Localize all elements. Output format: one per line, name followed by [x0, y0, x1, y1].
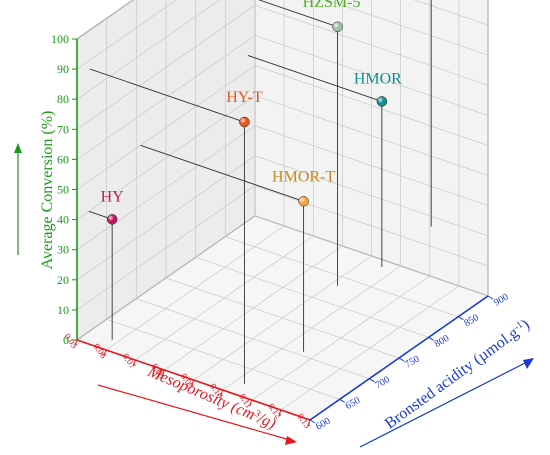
y-tick: [309, 419, 316, 424]
data-points: [106, 21, 388, 225]
back-walls: [76, 0, 489, 421]
z-axis-title: Average Conversion (%): [39, 111, 56, 270]
x-axis-arrow: [97, 384, 297, 445]
y-tick: [398, 357, 405, 362]
x-tick: [132, 359, 136, 367]
z-tick-label: 20: [57, 273, 69, 287]
y-tick-label: 800: [433, 333, 451, 350]
z-tick-label: 30: [57, 243, 69, 257]
y-tick: [369, 378, 375, 383]
leader-line: [140, 144, 304, 202]
point-label: HY: [101, 188, 125, 205]
y-tick-label: 850: [462, 312, 480, 329]
z-tick-label: 100: [51, 32, 69, 46]
point-label: HY-T: [226, 89, 263, 106]
leader-line: [258, 0, 338, 28]
y-gridline: [106, 18, 340, 400]
z-tick-label: 70: [57, 122, 69, 136]
leader-line: [89, 68, 245, 123]
z-axis-arrow: [14, 143, 22, 255]
z-tick-label: 80: [57, 92, 69, 106]
x-tick: [278, 409, 282, 417]
y-axis-arrow: [359, 358, 534, 448]
y-tick: [487, 295, 494, 300]
y-tick: [458, 316, 464, 321]
z-tick-label: 60: [57, 152, 69, 166]
y-gridline: [165, 0, 400, 359]
data-point-highlight: [332, 21, 343, 32]
x-tick: [307, 419, 311, 427]
z-tick-label: 0: [63, 333, 69, 347]
z-tick-label: 10: [57, 303, 69, 317]
x-tick: [249, 399, 253, 407]
x-tick: [103, 349, 107, 357]
y-gridline: [195, 0, 429, 338]
data-point-highlight: [107, 214, 118, 225]
x-tick: [161, 369, 165, 377]
data-point-highlight: [298, 196, 309, 207]
z-tick-label: 40: [57, 213, 69, 227]
y-tick-label: 700: [373, 374, 391, 391]
y-gridline: [135, 0, 370, 380]
y-tick: [428, 336, 434, 341]
point-label: HMOR: [354, 70, 402, 87]
y-tick: [339, 398, 345, 403]
drop-lines: [111, 0, 432, 384]
y-tick-label: 650: [344, 395, 362, 412]
z-tick-label: 90: [57, 62, 69, 76]
y-gridline: [224, 0, 459, 318]
data-point-highlight: [239, 117, 250, 128]
data-point-highlight: [376, 96, 387, 107]
y-tick-label: 600: [314, 416, 332, 433]
y-tick-label: 900: [492, 292, 510, 309]
y-tick-label: 750: [403, 354, 421, 371]
y-gridline: [254, 0, 489, 297]
point-label: HMOR-T: [272, 168, 335, 185]
leader-line: [247, 54, 383, 102]
x-tick: [220, 389, 224, 397]
point-label: HZSM-5: [303, 0, 361, 11]
z-tick-label: 50: [57, 183, 69, 197]
x-tick: [74, 339, 78, 347]
x-tick: [191, 379, 194, 387]
